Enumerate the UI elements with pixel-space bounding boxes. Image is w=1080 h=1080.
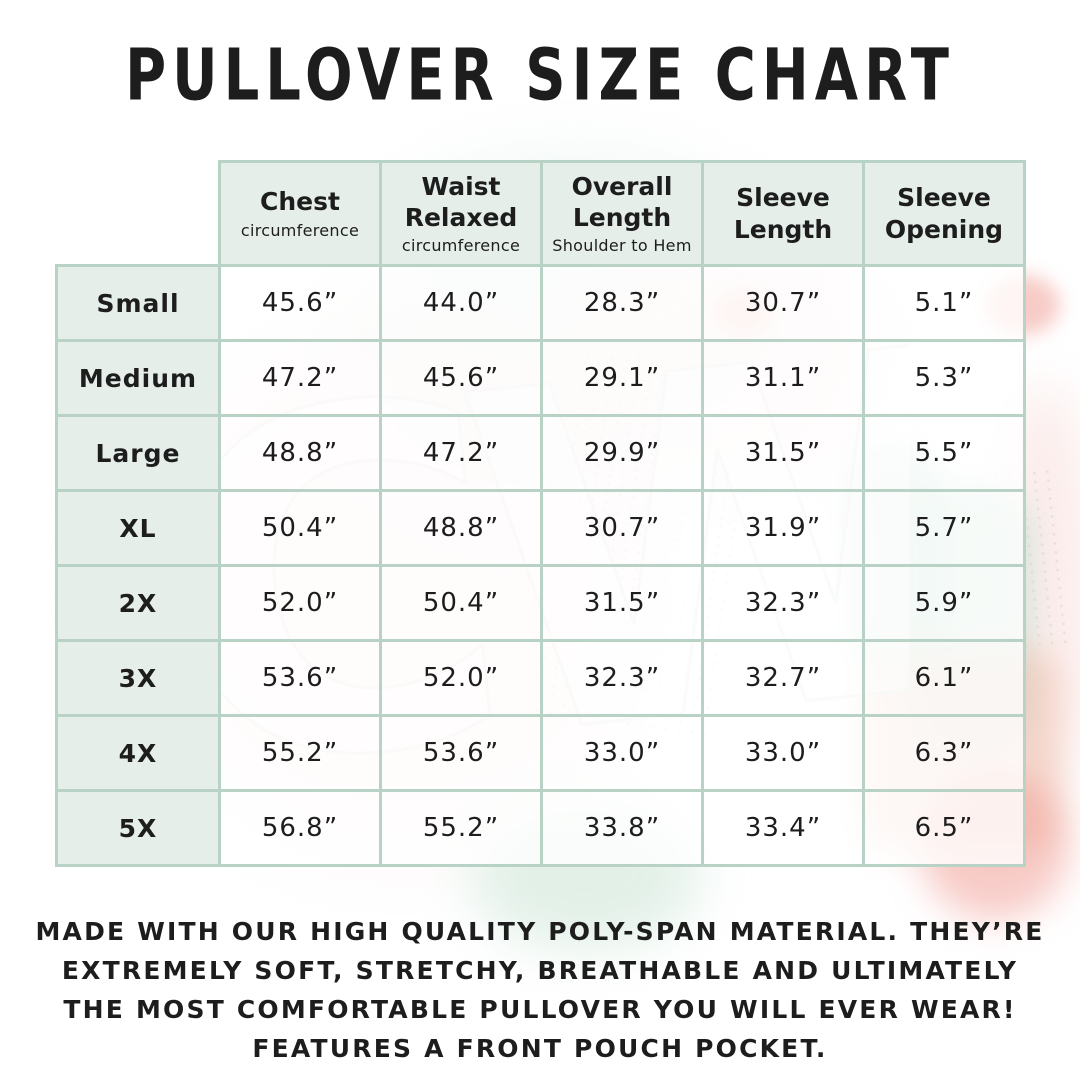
size-cell: 3X <box>55 639 221 717</box>
column-label: Waist Relaxed <box>404 171 518 232</box>
column-sublabel: circumference <box>401 236 521 256</box>
value-cell: 53.6” <box>379 714 543 792</box>
description-line: MADE WITH OUR HIGH QUALITY POLY-SPAN MAT… <box>35 917 1045 946</box>
table-row: XL 50.4” 48.8” 30.7” 31.9” 5.7” <box>55 489 1026 567</box>
value-cell: 5.5” <box>862 414 1026 492</box>
value-cell: 32.7” <box>701 639 865 717</box>
size-cell: Medium <box>55 339 221 417</box>
description-line: THE MOST COMFORTABLE PULLOVER YOU WILL E… <box>63 995 1017 1024</box>
value-cell: 31.5” <box>701 414 865 492</box>
size-cell: Large <box>55 414 221 492</box>
value-cell: 31.5” <box>540 564 704 642</box>
table-row: Large 48.8” 47.2” 29.9” 31.5” 5.5” <box>55 414 1026 492</box>
column-label: Chest <box>260 187 340 217</box>
header-row: Chest circumference Waist Relaxed circum… <box>56 160 1026 267</box>
table-row: Small 45.6” 44.0” 28.3” 30.7” 5.1” <box>55 264 1026 342</box>
value-cell: 33.8” <box>540 789 704 867</box>
value-cell: 5.3” <box>862 339 1026 417</box>
corner-cell <box>56 161 220 266</box>
value-cell: 31.1” <box>701 339 865 417</box>
column-header-overall-length: Overall Length Shoulder to Hem <box>540 160 704 267</box>
column-sublabel: Shoulder to Hem <box>552 236 692 256</box>
table-row: 2X 52.0” 50.4” 31.5” 32.3” 5.9” <box>55 564 1026 642</box>
table-row: 5X 56.8” 55.2” 33.8” 33.4” 6.5” <box>55 789 1026 867</box>
value-cell: 50.4” <box>379 564 543 642</box>
value-cell: 47.2” <box>379 414 543 492</box>
value-cell: 48.8” <box>218 414 382 492</box>
value-cell: 52.0” <box>379 639 543 717</box>
value-cell: 53.6” <box>218 639 382 717</box>
value-cell: 32.3” <box>540 639 704 717</box>
column-label: Overall Length <box>571 171 673 232</box>
column-sublabel: circumference <box>240 220 360 240</box>
value-cell: 50.4” <box>218 489 382 567</box>
value-cell: 28.3” <box>540 264 704 342</box>
size-table-header: Chest circumference Waist Relaxed circum… <box>56 160 1026 267</box>
size-table: Chest circumference Waist Relaxed circum… <box>55 160 1026 867</box>
value-cell: 45.6” <box>218 264 382 342</box>
value-cell: 44.0” <box>379 264 543 342</box>
value-cell: 5.9” <box>862 564 1026 642</box>
value-cell: 47.2” <box>218 339 382 417</box>
description-line: FEATURES A FRONT POUCH POCKET. <box>252 1034 828 1063</box>
value-cell: 31.9” <box>701 489 865 567</box>
size-cell: 4X <box>55 714 221 792</box>
value-cell: 48.8” <box>379 489 543 567</box>
value-cell: 30.7” <box>701 264 865 342</box>
page-title: PULLOVER SIZE CHART <box>125 34 955 118</box>
value-cell: 55.2” <box>379 789 543 867</box>
size-cell: XL <box>55 489 221 567</box>
value-cell: 29.1” <box>540 339 704 417</box>
value-cell: 52.0” <box>218 564 382 642</box>
column-header-sleeve-opening: Sleeve Opening <box>862 160 1026 267</box>
value-cell: 32.3” <box>701 564 865 642</box>
description-line: EXTREMELY SOFT, STRETCHY, BREATHABLE AND… <box>61 956 1019 985</box>
column-header-waist: Waist Relaxed circumference <box>379 160 543 267</box>
value-cell: 45.6” <box>379 339 543 417</box>
value-cell: 33.4” <box>701 789 865 867</box>
value-cell: 33.0” <box>701 714 865 792</box>
column-header-chest: Chest circumference <box>218 160 382 267</box>
size-cell: 5X <box>55 789 221 867</box>
value-cell: 6.3” <box>862 714 1026 792</box>
table-row: 3X 53.6” 52.0” 32.3” 32.7” 6.1” <box>55 639 1026 717</box>
size-table-body: Small 45.6” 44.0” 28.3” 30.7” 5.1” Medium 47.2”… <box>55 264 1026 867</box>
value-cell: 56.8” <box>218 789 382 867</box>
column-label: Sleeve Opening <box>884 183 1004 244</box>
value-cell: 29.9” <box>540 414 704 492</box>
column-header-sleeve-length: Sleeve Length <box>701 160 865 267</box>
value-cell: 30.7” <box>540 489 704 567</box>
table-row: Medium 47.2” 45.6” 29.1” 31.1” 5.3” <box>55 339 1026 417</box>
value-cell: 5.7” <box>862 489 1026 567</box>
value-cell: 6.5” <box>862 789 1026 867</box>
size-cell: Small <box>55 264 221 342</box>
value-cell: 5.1” <box>862 264 1026 342</box>
column-label: Sleeve Length <box>733 183 833 244</box>
value-cell: 6.1” <box>862 639 1026 717</box>
value-cell: 55.2” <box>218 714 382 792</box>
size-cell: 2X <box>55 564 221 642</box>
material-description: MADE WITH OUR HIGH QUALITY POLY-SPAN MAT… <box>0 912 1080 1068</box>
table-row: 4X 55.2” 53.6” 33.0” 33.0” 6.3” <box>55 714 1026 792</box>
value-cell: 33.0” <box>540 714 704 792</box>
